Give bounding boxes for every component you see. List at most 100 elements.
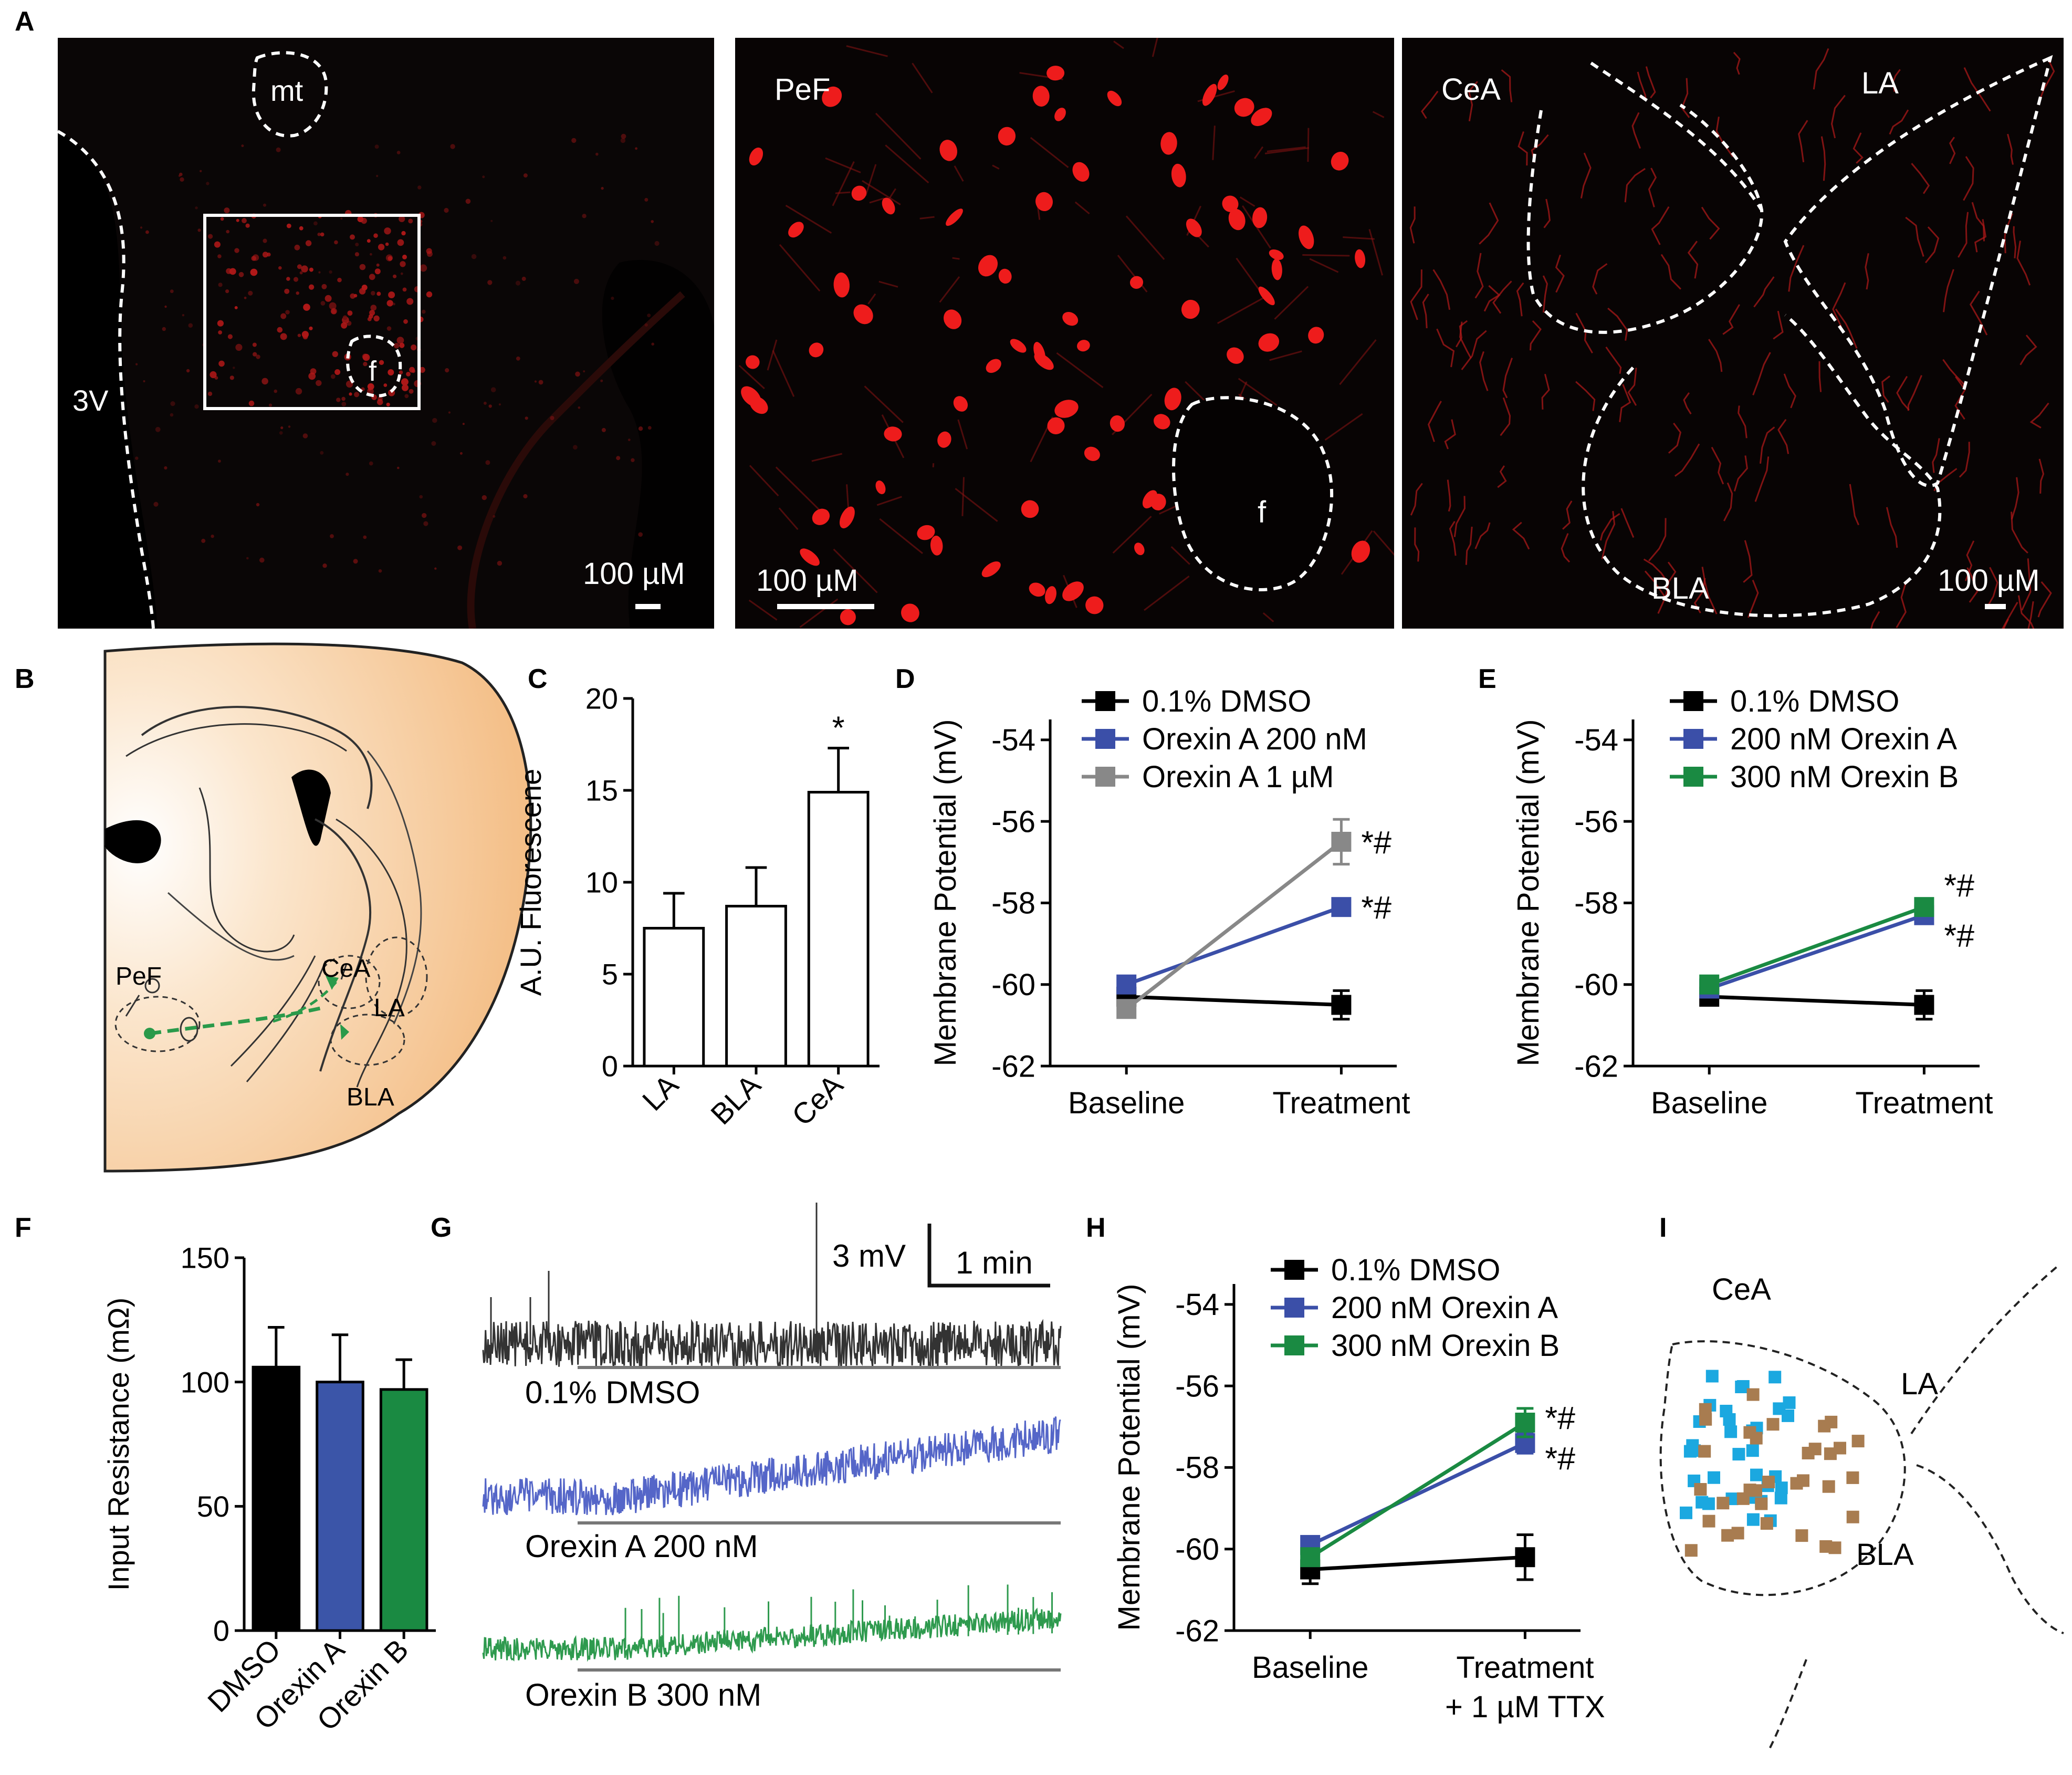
- neuron-dot: [376, 263, 380, 267]
- neuron-cell: [1077, 340, 1090, 352]
- y-tick-label: -54: [991, 723, 1035, 757]
- neuron-dot: [371, 291, 375, 296]
- neuron-dot: [135, 363, 138, 366]
- fiber: [1830, 95, 1846, 139]
- fiber: [1309, 258, 1339, 273]
- square-brown: [1684, 1544, 1698, 1557]
- panel-label-a: A: [15, 6, 35, 37]
- scale-bar-right: [1985, 604, 2006, 609]
- neuron-dot: [409, 389, 414, 394]
- neuron-dot: [242, 218, 247, 224]
- neuron-dot: [227, 334, 233, 339]
- fibers-right: [1409, 48, 2055, 629]
- neuron-dot: [188, 323, 193, 328]
- label-la-b: LA: [374, 994, 405, 1022]
- fiber: [1788, 245, 1805, 292]
- neuron-cell: [917, 525, 935, 540]
- fiber: [865, 164, 877, 196]
- neuron-dot: [235, 343, 243, 351]
- square-brown: [1698, 1445, 1711, 1458]
- fiber: [1543, 199, 1551, 228]
- neuron-dot: [401, 378, 409, 386]
- neuron-dot: [262, 252, 268, 258]
- trace-label-dmso: 0.1% DMSO: [525, 1375, 700, 1410]
- neuron-dot: [374, 268, 381, 275]
- neuron-dot: [207, 391, 213, 396]
- neuron-dot: [325, 295, 332, 302]
- fiber: [1125, 215, 1165, 260]
- panel-label-f: F: [15, 1213, 32, 1243]
- label-f-left: f: [369, 356, 377, 387]
- fiber: [869, 197, 885, 204]
- neuron-cell: [953, 396, 968, 412]
- fiber: [778, 507, 799, 530]
- scale-label-mv: 3 mV: [832, 1238, 906, 1273]
- neuron-dot: [635, 147, 637, 150]
- data-point: [1116, 999, 1137, 1019]
- neuron-dot: [378, 569, 382, 573]
- fiber: [1368, 229, 1384, 276]
- neuron-cell: [1234, 98, 1254, 117]
- square-brown: [1755, 1497, 1768, 1510]
- legend-label: 300 nM Orexin B: [1331, 1329, 1560, 1363]
- fiber: [932, 463, 935, 467]
- neuron-dot: [329, 302, 337, 310]
- neuron-dot: [245, 223, 250, 228]
- y-tick-label: 0: [602, 1050, 618, 1083]
- neuron-dot: [616, 456, 621, 461]
- neuron-dot: [397, 239, 404, 246]
- neuron-dot: [573, 445, 578, 450]
- square-brown: [1721, 1529, 1734, 1542]
- fiber: [867, 293, 876, 305]
- fiber: [919, 216, 935, 220]
- neuron-cell: [1021, 500, 1039, 518]
- neuron-dot: [316, 380, 322, 387]
- neuron-dot: [393, 343, 400, 349]
- legend-marker: [1683, 767, 1703, 787]
- neuron-dot: [621, 133, 626, 139]
- neuron-cell: [1227, 347, 1244, 364]
- neuron-cell: [812, 508, 830, 525]
- neuron-cell: [1228, 208, 1246, 231]
- neuron-cell: [978, 255, 998, 277]
- neuron-dot: [450, 144, 455, 149]
- square-blue: [1775, 1481, 1788, 1495]
- fiber: [879, 518, 923, 554]
- fiber: [1516, 282, 1524, 317]
- neuron-cell: [1134, 542, 1145, 556]
- neuron-cell: [851, 185, 867, 201]
- square-brown: [1717, 1497, 1730, 1510]
- fiber: [1555, 254, 1565, 293]
- fiber: [1592, 263, 1608, 295]
- fiber: [954, 165, 964, 182]
- fiber: [779, 244, 821, 292]
- panel-label-d: D: [895, 664, 915, 694]
- significance-mark: *#: [1545, 1440, 1575, 1476]
- neuron-dot: [601, 427, 606, 432]
- legend-marker: [1284, 1335, 1304, 1355]
- neuron-dot: [408, 218, 413, 224]
- neuron-dot: [487, 280, 493, 285]
- fiber: [1958, 212, 1969, 258]
- neuron-dot: [200, 170, 202, 172]
- fiber: [1427, 401, 1442, 442]
- series-line: [1309, 1421, 1526, 1559]
- fiber: [2027, 601, 2034, 629]
- fiber: [1896, 375, 1910, 411]
- fiber: [1501, 69, 1513, 102]
- fiber: [1687, 241, 1699, 279]
- fiber: [1500, 397, 1511, 436]
- neuron-dot: [353, 559, 358, 564]
- legend-label: Orexin A 1 µM: [1142, 760, 1334, 794]
- neuron-cell: [946, 208, 963, 226]
- label-cea-i: CeA: [1712, 1272, 1771, 1307]
- fiber: [1648, 168, 1657, 207]
- panel-label-i: I: [1659, 1213, 1667, 1243]
- neuron-dot: [498, 403, 501, 406]
- fiber: [1185, 381, 1208, 404]
- neuron-cell: [749, 396, 768, 414]
- neuron-dot: [218, 283, 223, 287]
- neuron-cell: [1271, 258, 1282, 280]
- fiber: [1627, 368, 1637, 406]
- fiber: [1773, 310, 1784, 340]
